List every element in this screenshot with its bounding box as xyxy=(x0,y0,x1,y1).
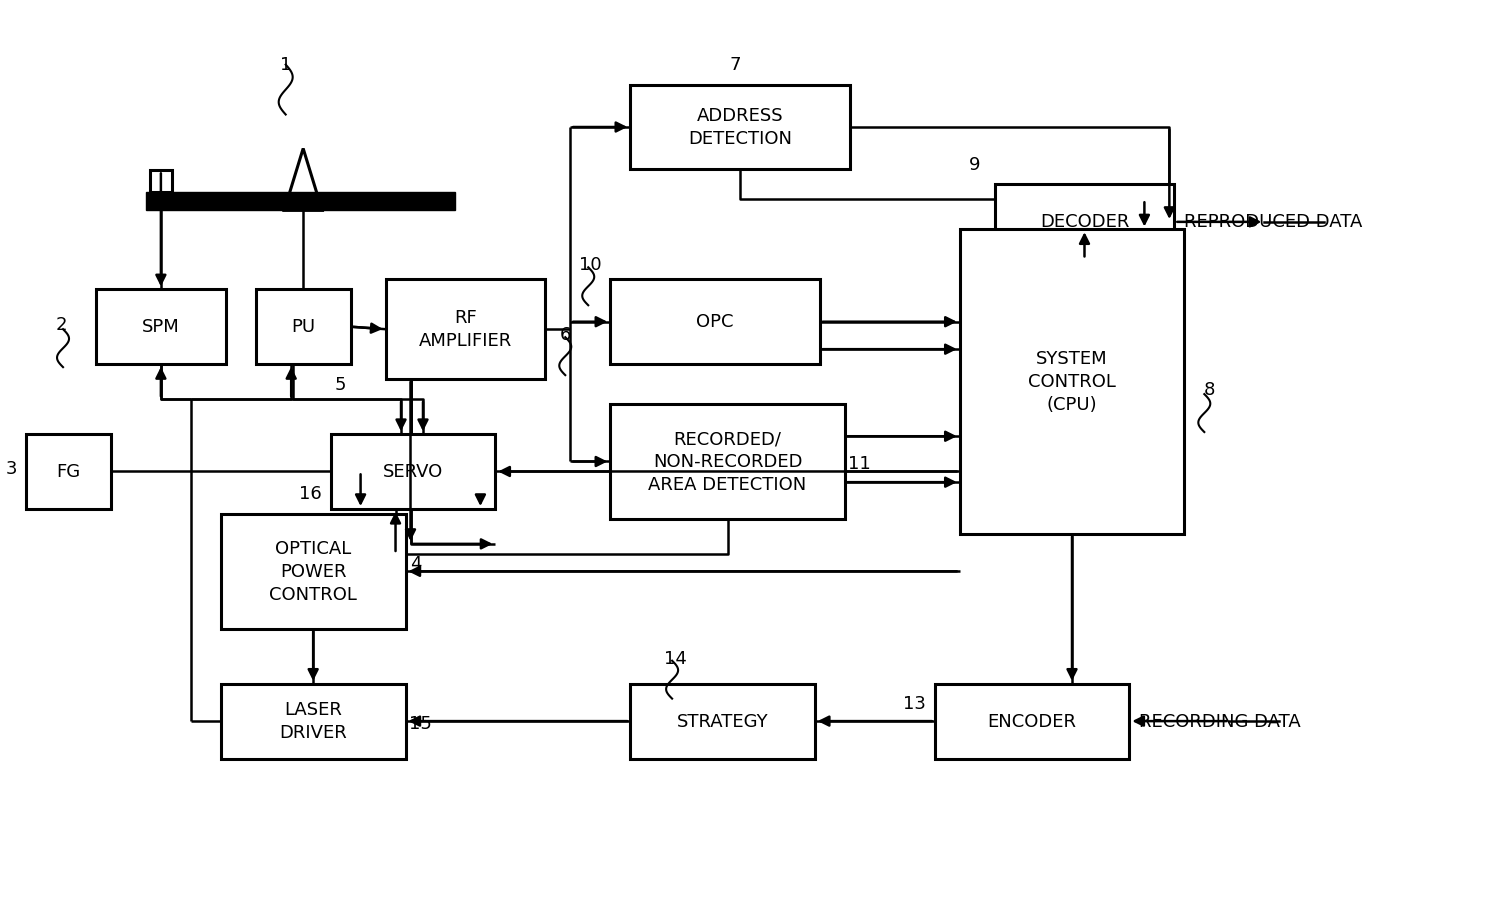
Text: 10: 10 xyxy=(579,255,602,274)
Text: REPRODUCED DATA: REPRODUCED DATA xyxy=(1184,212,1363,231)
FancyBboxPatch shape xyxy=(994,185,1175,260)
FancyBboxPatch shape xyxy=(25,435,110,509)
FancyBboxPatch shape xyxy=(221,514,406,629)
Text: RECORDED/
NON-RECORDED
AREA DETECTION: RECORDED/ NON-RECORDED AREA DETECTION xyxy=(648,430,806,494)
Text: OPTICAL
POWER
CONTROL: OPTICAL POWER CONTROL xyxy=(269,539,357,604)
FancyBboxPatch shape xyxy=(611,404,845,519)
FancyBboxPatch shape xyxy=(630,85,850,170)
Text: 13: 13 xyxy=(903,695,926,713)
Text: ENCODER: ENCODER xyxy=(987,712,1076,731)
Text: 1: 1 xyxy=(281,56,291,74)
Text: 15: 15 xyxy=(409,715,431,732)
Text: SPM: SPM xyxy=(142,318,179,336)
FancyBboxPatch shape xyxy=(221,684,406,758)
Text: DECODER: DECODER xyxy=(1039,213,1129,232)
FancyBboxPatch shape xyxy=(96,289,225,365)
Text: 2: 2 xyxy=(55,315,67,334)
Text: STRATEGY: STRATEGY xyxy=(676,712,769,731)
FancyBboxPatch shape xyxy=(611,279,820,365)
Text: RECORDING DATA: RECORDING DATA xyxy=(1139,712,1302,731)
Text: 11: 11 xyxy=(848,455,872,473)
Text: SYSTEM
CONTROL
(CPU): SYSTEM CONTROL (CPU) xyxy=(1029,350,1115,414)
Text: 4: 4 xyxy=(409,555,421,573)
Text: SERVO: SERVO xyxy=(382,463,443,481)
FancyBboxPatch shape xyxy=(255,289,351,365)
Bar xyxy=(146,193,455,210)
Text: PU: PU xyxy=(291,318,315,336)
Text: 3: 3 xyxy=(6,460,16,478)
Text: FG: FG xyxy=(57,463,81,481)
Text: 8: 8 xyxy=(1203,380,1215,399)
Text: 5: 5 xyxy=(334,375,346,393)
Text: 7: 7 xyxy=(729,56,741,74)
FancyBboxPatch shape xyxy=(630,684,815,758)
FancyBboxPatch shape xyxy=(960,230,1184,534)
FancyBboxPatch shape xyxy=(330,435,496,509)
Text: 14: 14 xyxy=(664,650,687,668)
Text: 6: 6 xyxy=(560,325,570,344)
Bar xyxy=(149,171,172,193)
Text: 16: 16 xyxy=(299,485,322,504)
FancyBboxPatch shape xyxy=(935,684,1129,758)
Text: OPC: OPC xyxy=(696,313,733,331)
Text: RF
AMPLIFIER: RF AMPLIFIER xyxy=(420,309,512,350)
Text: ADDRESS
DETECTION: ADDRESS DETECTION xyxy=(688,107,791,148)
Text: 9: 9 xyxy=(969,156,981,174)
Text: LASER
DRIVER: LASER DRIVER xyxy=(279,701,346,742)
FancyBboxPatch shape xyxy=(385,279,545,380)
